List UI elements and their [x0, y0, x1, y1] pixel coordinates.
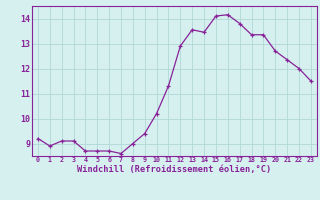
X-axis label: Windchill (Refroidissement éolien,°C): Windchill (Refroidissement éolien,°C)	[77, 165, 272, 174]
